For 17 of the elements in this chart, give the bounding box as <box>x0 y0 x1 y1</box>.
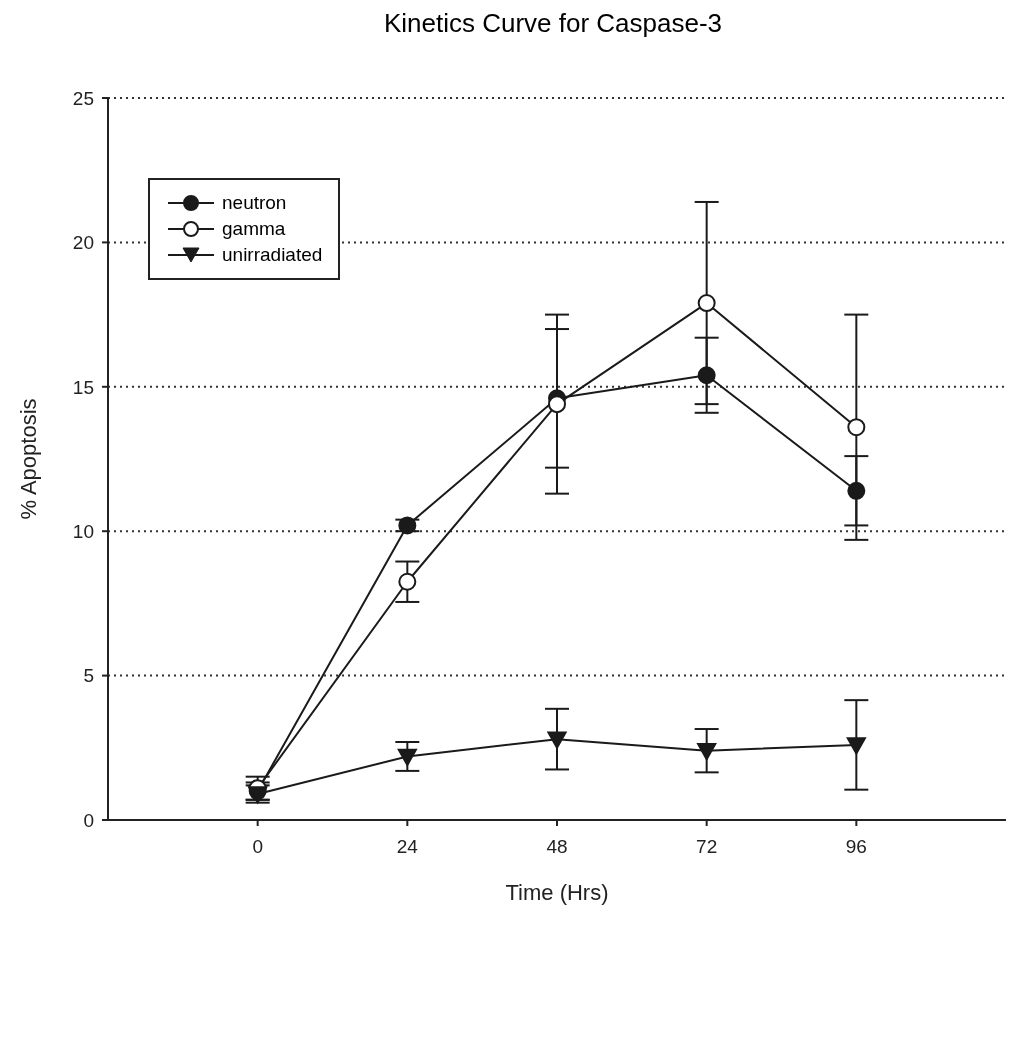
legend-label: gamma <box>222 218 286 240</box>
y-tick-label: 20 <box>72 232 94 254</box>
y-tick-label: 15 <box>72 376 94 398</box>
y-tick-label: 5 <box>83 665 94 687</box>
x-tick-label: 0 <box>252 836 263 858</box>
y-axis-title: % Apoptosis <box>15 398 41 520</box>
y-tick-label: 10 <box>72 520 94 542</box>
x-tick-label: 72 <box>696 836 718 858</box>
x-tick-label: 96 <box>845 836 867 858</box>
x-axis-title: Time (Hrs) <box>505 880 609 905</box>
legend-label: neutron <box>222 192 287 214</box>
chart-title: Kinetics Curve for Caspase-3 <box>382 8 724 40</box>
y-tick-label: 0 <box>83 809 94 831</box>
x-tick-label: 48 <box>546 836 568 858</box>
legend-label: unirradiated <box>222 244 323 266</box>
y-tick-label: 25 <box>72 87 94 109</box>
x-tick-label: 24 <box>396 836 419 858</box>
